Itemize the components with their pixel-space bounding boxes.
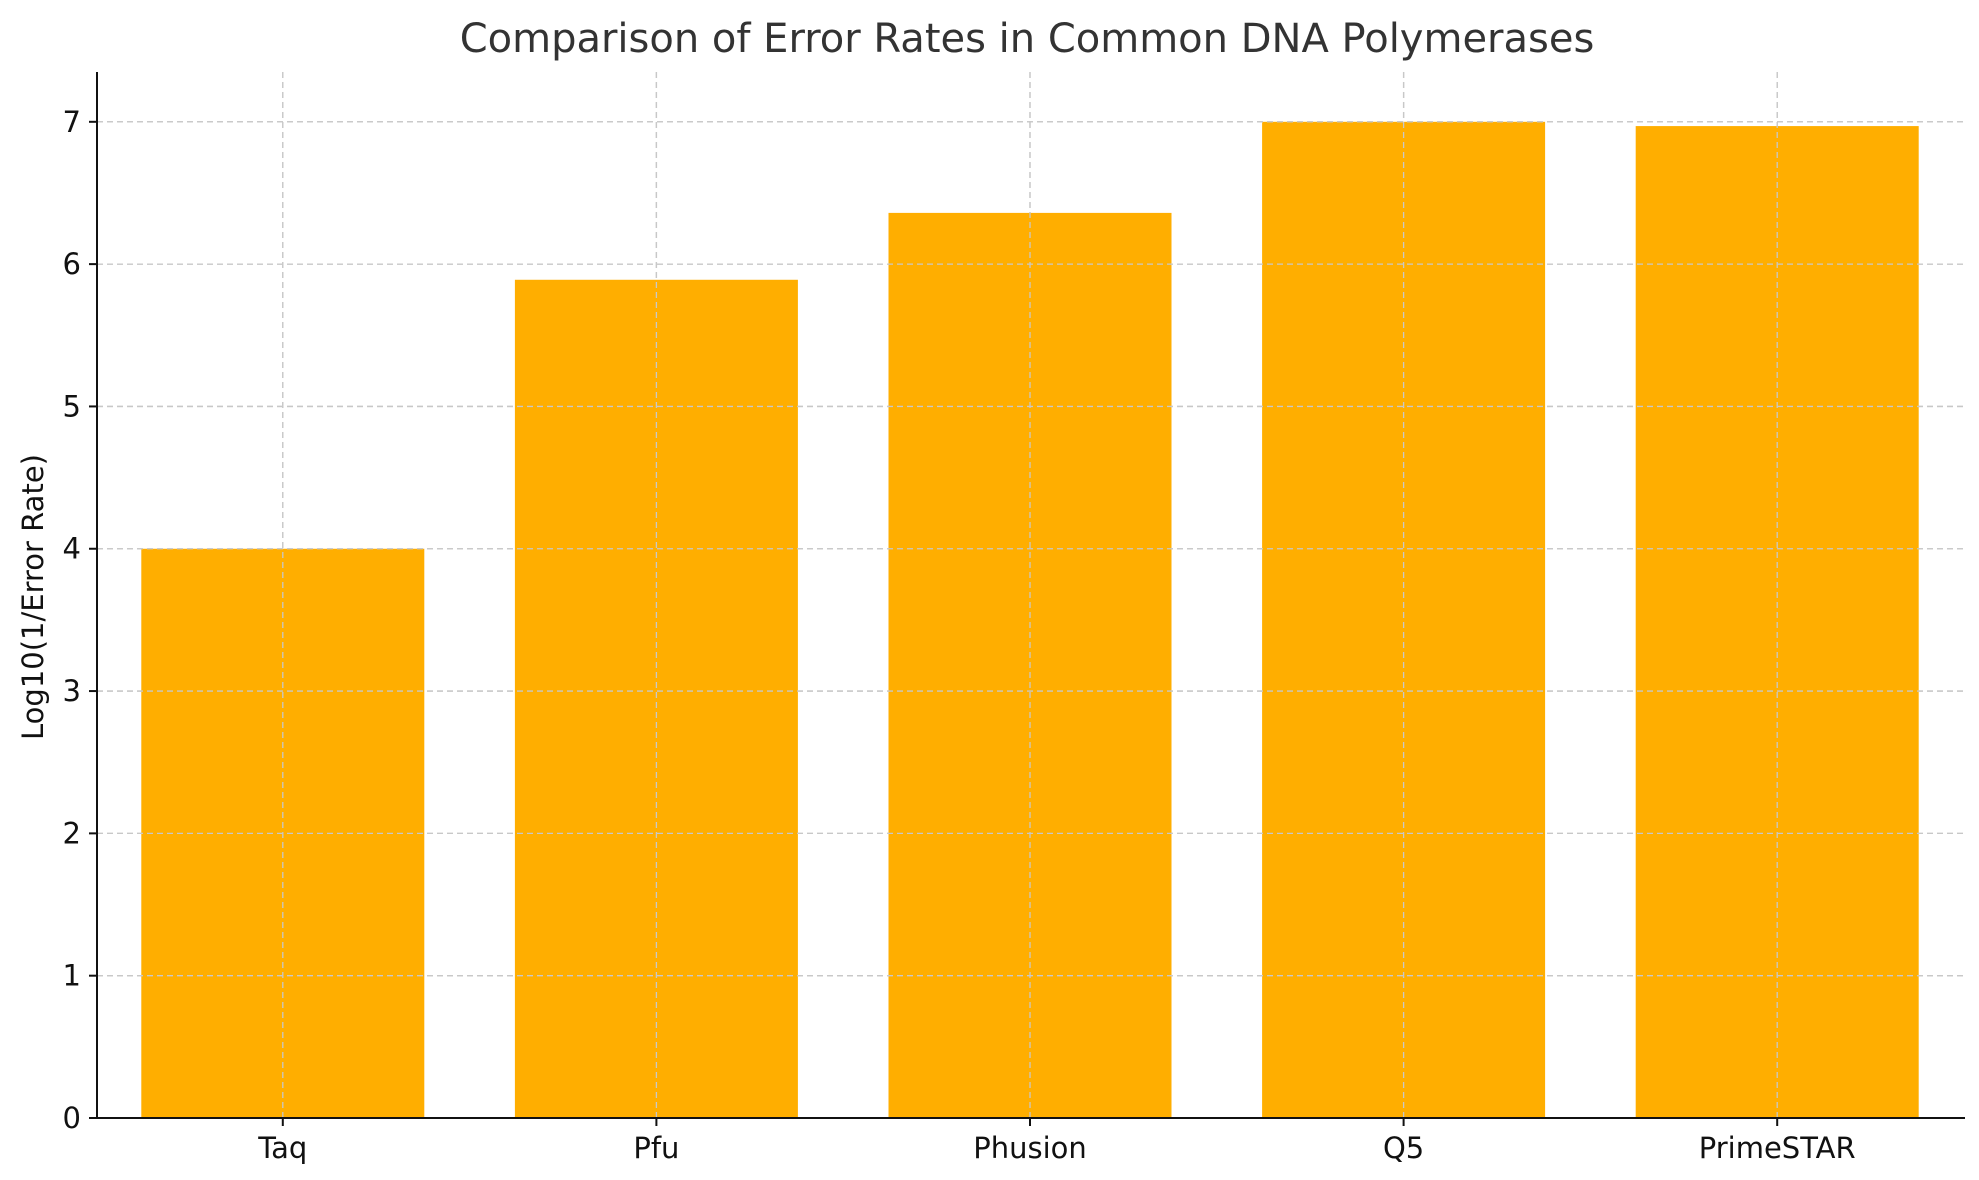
x-tick-label-phusion: Phusion: [973, 1131, 1087, 1165]
x-tick-label-primestar: PrimeSTAR: [1699, 1131, 1856, 1165]
x-tick-label-q5: Q5: [1383, 1131, 1424, 1165]
x-tick-label-taq: Taq: [257, 1131, 307, 1165]
chart-title: Comparison of Error Rates in Common DNA …: [460, 16, 1595, 62]
grid-overlay: [97, 121, 1965, 977]
y-tick-label: 1: [63, 959, 81, 993]
y-tick-label: 3: [63, 674, 81, 708]
x-tick-label-pfu: Pfu: [633, 1131, 679, 1165]
bar-pfu: [514, 279, 798, 1118]
y-tick-label: 6: [63, 247, 81, 281]
y-tick-label: 4: [63, 532, 81, 566]
y-tick-label: 5: [63, 389, 81, 423]
y-tick-label: 0: [63, 1101, 81, 1135]
y-tick-label: 7: [63, 105, 81, 139]
y-tick-label: 2: [63, 816, 81, 850]
bar-layer: [141, 121, 1919, 1119]
bar-q5: [1262, 121, 1546, 1119]
y-axis-label: Log10(1/Error Rate): [16, 454, 50, 740]
tick-layer: 0 1 2 3 4 5 6 7 Taq Pfu Phusion Q5 PrimeSTAR: [63, 105, 1856, 1165]
